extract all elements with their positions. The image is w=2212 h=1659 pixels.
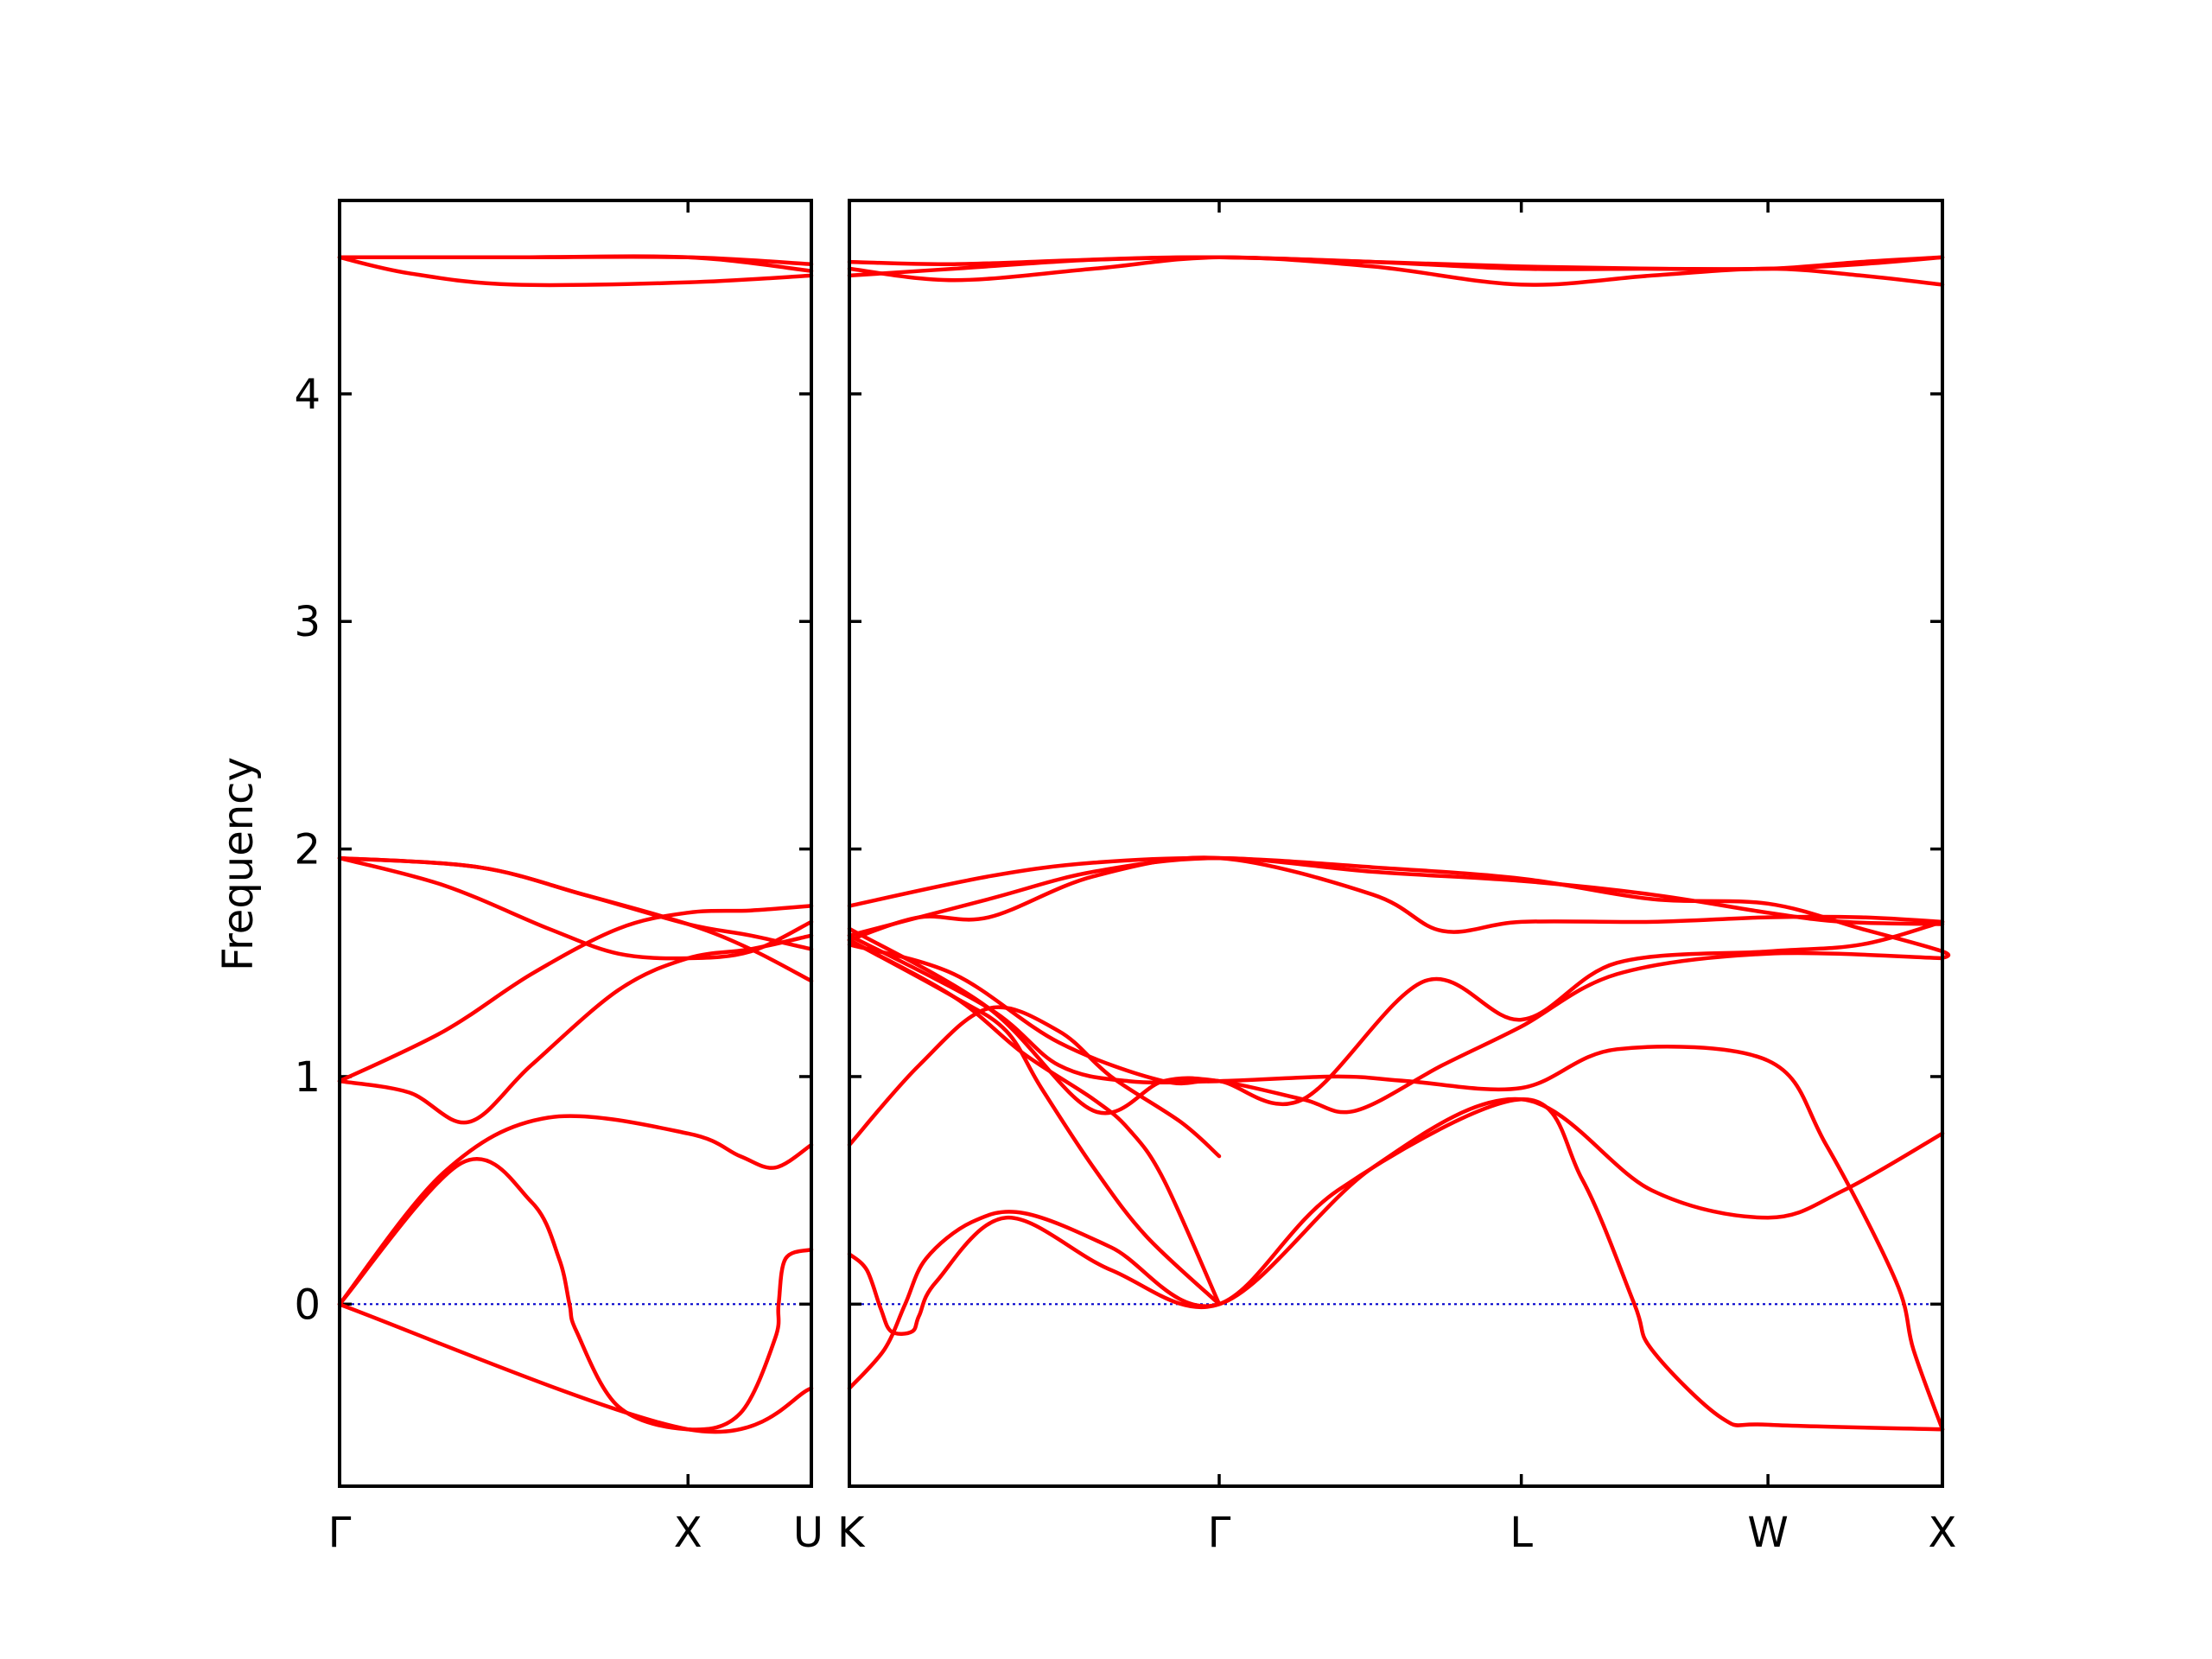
band-line xyxy=(337,904,814,1084)
band-line xyxy=(847,1096,1945,1391)
x-tick-label: K xyxy=(837,1509,866,1557)
x-tick-label: W xyxy=(1747,1509,1788,1557)
y-tick-label: 0 xyxy=(294,1281,321,1329)
y-tick-label: 4 xyxy=(294,371,321,419)
band-line xyxy=(847,255,1945,278)
x-tick-label: L xyxy=(1510,1509,1533,1557)
band-line xyxy=(337,254,814,273)
band-line xyxy=(337,855,814,983)
band-line xyxy=(847,919,1945,1107)
x-tick-label: Γ xyxy=(1208,1509,1231,1557)
band-line xyxy=(847,255,1945,271)
band-line xyxy=(337,855,814,961)
x-tick-label: U xyxy=(793,1509,823,1557)
y-tick-label: 1 xyxy=(294,1053,321,1102)
band-line xyxy=(847,938,1222,1306)
band-line xyxy=(337,255,814,288)
band-line xyxy=(337,855,814,951)
band-line xyxy=(337,933,814,1125)
axes-frame xyxy=(338,199,813,1488)
y-tick-label: 2 xyxy=(294,826,321,874)
band-line xyxy=(337,1302,814,1434)
x-tick-label: Γ xyxy=(328,1509,352,1557)
axes-frame xyxy=(848,199,1944,1488)
panel-1: Γ X U 0 1 2 3 4 xyxy=(294,199,823,1557)
band-line xyxy=(847,938,1222,1306)
band-line xyxy=(847,855,1951,961)
band-line xyxy=(847,855,1945,938)
band-line xyxy=(847,926,1945,1116)
band-line xyxy=(847,1005,1222,1159)
y-axis-label: Frequency xyxy=(214,757,263,971)
y-tick-label: 3 xyxy=(294,598,321,646)
band-line xyxy=(847,855,1945,943)
band-line xyxy=(847,1097,1945,1432)
plot-panels: Γ X U 0 1 2 3 4 K Γ L W X xyxy=(294,199,1957,1557)
x-tick-label: X xyxy=(1929,1509,1957,1557)
band-line xyxy=(847,933,1945,1432)
band-line xyxy=(337,1156,814,1432)
x-tick-label: X xyxy=(674,1509,702,1557)
band-line xyxy=(337,1114,814,1306)
